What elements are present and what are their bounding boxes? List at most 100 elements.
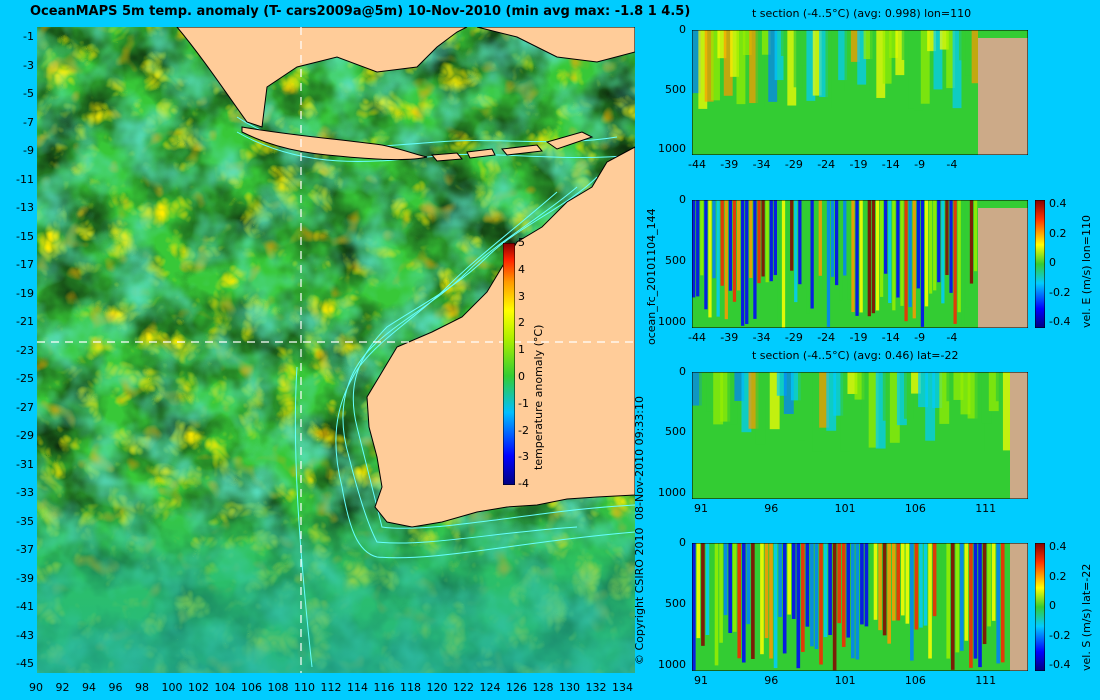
colorbar-tick: -4	[518, 477, 529, 491]
depth-tick: 500	[665, 253, 686, 267]
section-panel-1[interactable]	[692, 30, 1028, 155]
x-tick: -19	[849, 331, 868, 344]
x-tick: -39	[720, 331, 739, 344]
section-cell	[755, 372, 766, 445]
section-cell	[967, 372, 978, 419]
section-cell	[978, 543, 982, 668]
velocity-colorbar-tick: 0.2	[1049, 226, 1067, 240]
x-tick: 101	[834, 502, 856, 515]
section-cell	[773, 200, 777, 276]
x-tick: -29	[784, 158, 803, 171]
section-cell	[928, 543, 932, 659]
section-cell	[920, 200, 925, 327]
lon-tick: 134	[612, 681, 633, 694]
section-cell	[769, 372, 780, 430]
section-cell	[701, 543, 705, 646]
section-cell	[946, 30, 956, 89]
velocity-colorbar	[1035, 543, 1045, 671]
section-cell	[692, 30, 701, 94]
section-cell	[920, 30, 930, 104]
section-cell	[706, 372, 717, 412]
section-cell	[945, 200, 949, 276]
lon-tick: 124	[479, 681, 501, 694]
landmass	[176, 27, 635, 528]
x-tick: -9	[914, 331, 926, 344]
lat-tick: -7	[23, 115, 34, 129]
lon-tick: 128	[532, 681, 554, 694]
section-cell	[882, 372, 893, 421]
x-tick: -34	[752, 158, 771, 171]
section-cell	[774, 30, 784, 81]
section-cell	[781, 200, 786, 328]
section-cell	[819, 30, 829, 98]
section-cell	[844, 30, 854, 91]
section-cell	[787, 30, 797, 106]
section-cell	[776, 372, 787, 396]
x-tick: 91	[694, 674, 708, 687]
section-cell	[873, 543, 878, 620]
lon-tick: 110	[294, 681, 315, 694]
section-panel-4[interactable]	[692, 543, 1028, 671]
section-cell	[887, 543, 891, 644]
section-cell	[1005, 543, 1010, 617]
section-cell	[995, 372, 1006, 402]
lat-tick: -45	[16, 657, 34, 670]
section-cell	[888, 200, 892, 304]
depth-tick: 1000	[658, 314, 686, 328]
section-cell	[741, 372, 752, 433]
section-cell	[810, 200, 814, 309]
x-tick: 96	[764, 674, 779, 687]
x-tick: -14	[881, 331, 900, 344]
lat-tick: -37	[16, 543, 34, 556]
lon-tick: 118	[400, 681, 421, 694]
section-cell	[720, 372, 731, 422]
section-cell	[863, 200, 867, 285]
lat-tick: -17	[16, 258, 34, 271]
section-bathymetry	[978, 200, 1028, 328]
section-cell	[1000, 543, 1005, 663]
section-cell	[900, 200, 904, 306]
colorbar-tick: -3	[518, 450, 529, 464]
x-tick: 101	[834, 674, 856, 687]
section-cell	[973, 200, 978, 272]
colorbar-label: temperature anomaly (°C)	[532, 324, 545, 470]
section-cell	[941, 543, 946, 642]
section-cell	[814, 543, 819, 650]
section-cell	[891, 543, 896, 621]
section-cell	[805, 543, 810, 627]
colorbar-tick: 0	[518, 370, 525, 383]
section-cell	[857, 30, 867, 85]
section-cell	[996, 543, 1001, 664]
section-cell	[727, 372, 738, 425]
section-cell	[923, 543, 928, 626]
colorbar-tick: 1	[518, 343, 525, 357]
section-cell	[749, 30, 759, 104]
lon-tick: 104	[214, 681, 236, 694]
temperature-colorbar	[503, 243, 515, 485]
depth-tick: 500	[665, 596, 686, 610]
section-cell	[698, 30, 708, 109]
lat-tick: -11	[16, 172, 34, 186]
section-cell	[713, 372, 724, 425]
section-cell	[822, 200, 827, 290]
section-cell	[737, 543, 742, 659]
section-cell	[950, 543, 955, 670]
section-cell	[748, 372, 759, 429]
section-cell	[961, 200, 965, 326]
section-cell	[745, 200, 749, 325]
x-tick: -4	[946, 331, 958, 344]
section-cell	[851, 200, 855, 313]
temperature-anomaly-map[interactable]	[37, 27, 635, 673]
section-cell	[812, 30, 822, 96]
section-cell	[908, 30, 917, 109]
section-panel-2[interactable]	[692, 200, 1028, 328]
lat-tick: -35	[16, 514, 34, 528]
section-cell	[855, 200, 859, 316]
section-cell	[941, 200, 945, 304]
x-tick: 106	[904, 502, 926, 515]
velocity-colorbar-tick: 0.4	[1049, 197, 1067, 210]
section-cell	[802, 200, 806, 289]
section-panel-3[interactable]	[692, 372, 1028, 499]
section-cell	[859, 200, 863, 313]
x-tick: 106	[904, 674, 926, 687]
